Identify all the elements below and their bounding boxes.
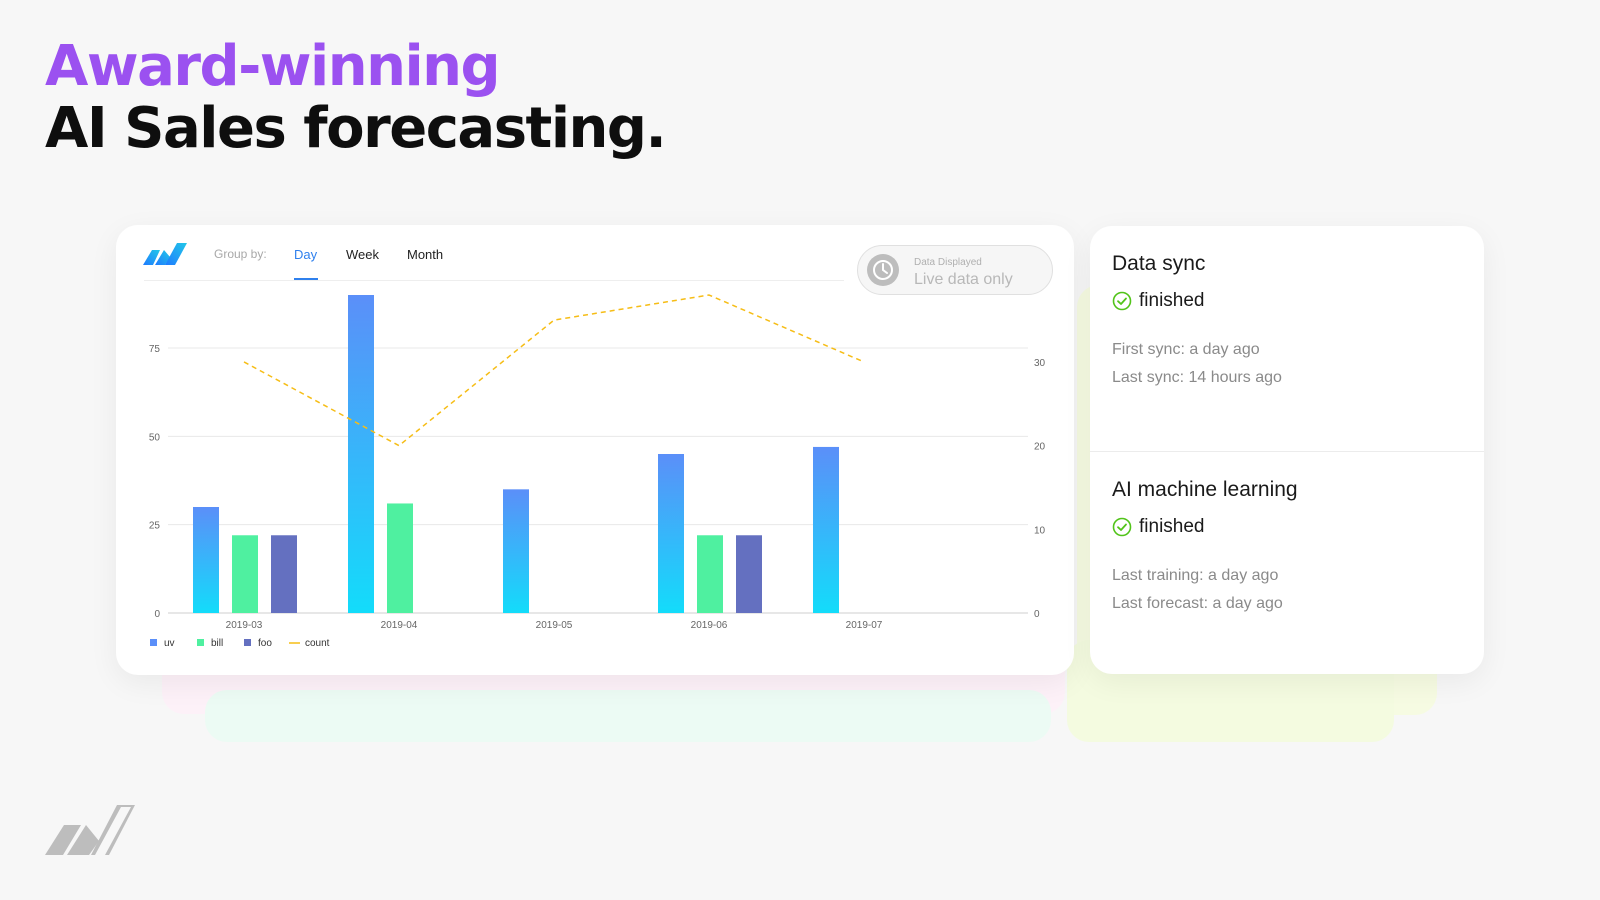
toggle-value: Live data only	[914, 271, 1013, 288]
right-tick-label: 10	[1034, 525, 1046, 536]
data-displayed-toggle[interactable]: Data Displayed Live data only	[857, 245, 1053, 295]
background-card-mint	[205, 690, 1051, 742]
legend-swatch-bill	[197, 639, 204, 646]
x-tick-label: 2019-06	[691, 620, 728, 631]
brand-logo-icon	[45, 805, 135, 855]
legend-label-count: count	[305, 638, 330, 649]
bar-uv	[813, 446, 839, 613]
x-tick-label: 2019-05	[536, 620, 573, 631]
bar-uv	[193, 507, 219, 613]
bar-foo	[271, 535, 297, 613]
bar-uv	[658, 454, 684, 613]
bar-bill	[232, 535, 258, 613]
line-count	[243, 294, 865, 447]
sales-chart: 0 25 50 75 0 10 20 30 2019-03 2019-04 2019-05 2019-…	[149, 294, 1046, 649]
tab-month[interactable]: Month	[407, 247, 444, 262]
x-tick-label: 2019-03	[226, 620, 263, 631]
bar-foo	[736, 535, 762, 613]
legend-swatch-uv	[150, 639, 157, 646]
clock-icon	[873, 260, 893, 280]
toggle-caption: Data Displayed	[914, 257, 982, 268]
right-tick-label: 0	[1034, 609, 1040, 620]
legend-label-bill: bill	[211, 638, 223, 649]
data-sync-section: Data sync finished First sync: a day ago…	[1112, 252, 1282, 392]
x-tick-label: 2019-07	[846, 620, 883, 631]
section-title: Data sync	[1112, 252, 1206, 275]
right-tick-label: 20	[1034, 442, 1046, 453]
legend-swatch-foo	[244, 639, 251, 646]
tab-day[interactable]: Day	[294, 247, 318, 262]
status-text: finished	[1139, 516, 1205, 537]
last-forecast-text: Last forecast: a day ago	[1112, 595, 1283, 612]
header-divider	[144, 280, 844, 281]
bar-uv	[503, 489, 529, 613]
last-sync-text: Last sync: 14 hours ago	[1112, 369, 1282, 386]
active-tab-indicator	[294, 278, 318, 280]
bar-bill	[387, 503, 413, 613]
check-circle-icon	[1112, 291, 1132, 311]
status-row: finished	[1112, 516, 1298, 538]
ai-learning-section: AI machine learning finished Last traini…	[1112, 478, 1298, 618]
last-training-text: Last training: a day ago	[1112, 567, 1279, 584]
left-tick-label: 50	[149, 432, 161, 443]
legend-label-foo: foo	[258, 638, 272, 649]
status-text: finished	[1139, 290, 1205, 311]
sync-details: First sync: a day ago Last sync: 14 hour…	[1112, 336, 1282, 392]
training-details: Last training: a day ago Last forecast: …	[1112, 562, 1298, 618]
first-sync-text: First sync: a day ago	[1112, 341, 1260, 358]
legend-label-uv: uv	[164, 638, 175, 649]
status-card: Data sync finished First sync: a day ago…	[1090, 226, 1484, 674]
section-title: AI machine learning	[1112, 478, 1298, 501]
bar-bill	[697, 535, 723, 613]
left-tick-label: 25	[149, 521, 161, 532]
status-row: finished	[1112, 290, 1282, 312]
section-divider	[1090, 451, 1484, 452]
chart-card: Group by: Day Week Month Data Displayed …	[116, 225, 1074, 675]
x-tick-label: 2019-04	[381, 620, 418, 631]
group-by-label: Group by:	[214, 247, 267, 261]
headline-title: AI Sales forecasting.	[45, 96, 667, 161]
right-tick-label: 30	[1034, 358, 1046, 369]
brand-logo-icon	[143, 243, 187, 265]
left-tick-label: 0	[154, 609, 160, 620]
toggle-knob[interactable]	[867, 254, 899, 286]
left-tick-label: 75	[149, 344, 161, 355]
check-circle-icon	[1112, 517, 1132, 537]
headline: Award-winning AI Sales forecasting.	[45, 34, 667, 161]
tab-week[interactable]: Week	[346, 247, 379, 262]
bar-uv	[348, 295, 374, 613]
headline-award: Award-winning	[45, 34, 501, 99]
